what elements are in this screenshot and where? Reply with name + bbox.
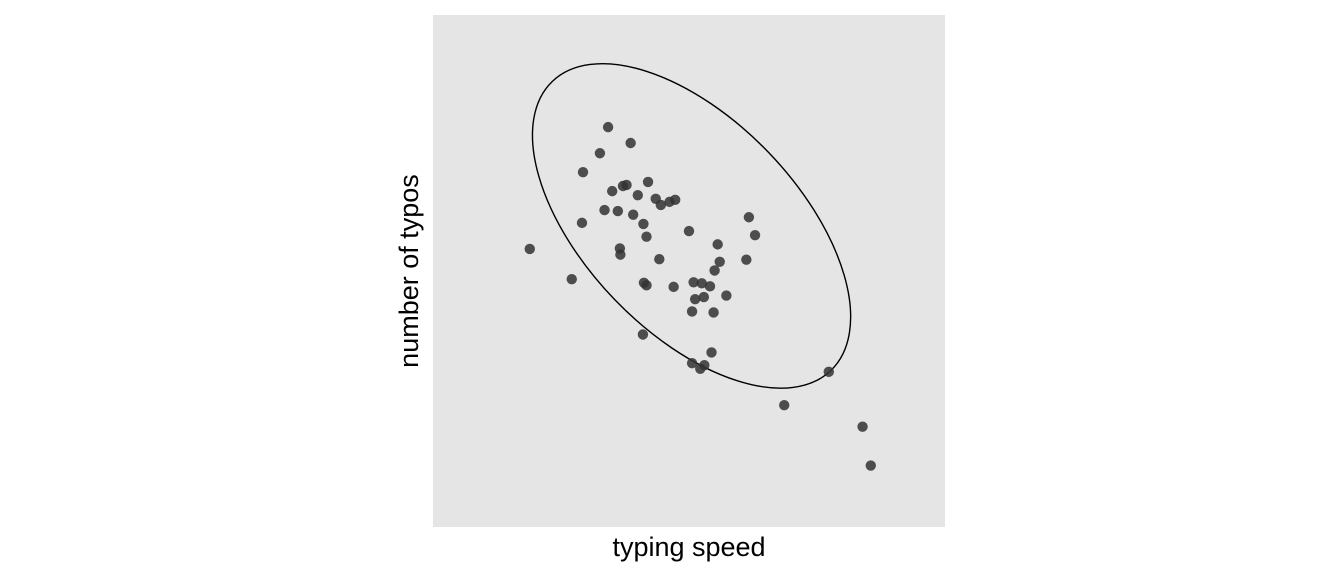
data-point (709, 265, 720, 276)
data-point (696, 278, 707, 289)
data-point (621, 179, 632, 191)
data-point (721, 290, 732, 301)
data-point (749, 229, 761, 241)
data-point (638, 218, 649, 230)
data-point (607, 185, 618, 197)
y-axis-title: number of typos (394, 174, 424, 368)
data-point (857, 421, 868, 432)
data-point (823, 366, 834, 378)
data-point (637, 329, 649, 340)
plot-panel (433, 15, 945, 527)
data-point (712, 239, 723, 250)
data-point (654, 254, 665, 265)
data-point (865, 460, 876, 471)
data-point (612, 205, 624, 217)
data-point (576, 217, 588, 229)
data-point (577, 166, 589, 178)
data-point (714, 256, 725, 267)
data-point (524, 243, 535, 255)
data-point (704, 281, 716, 292)
data-point (686, 357, 698, 369)
data-point (594, 148, 606, 159)
data-point (627, 209, 639, 220)
data-point (686, 306, 698, 317)
data-point (689, 293, 701, 305)
data-point (683, 225, 695, 237)
data-point (668, 281, 679, 293)
data-point (632, 190, 643, 201)
data-point (655, 199, 667, 211)
data-point (641, 280, 652, 291)
x-axis-title: typing speed (612, 532, 765, 562)
data-point (741, 254, 752, 265)
data-point (641, 231, 652, 242)
data-point (698, 291, 710, 303)
data-point (706, 347, 717, 358)
data-point (669, 194, 681, 206)
data-point (695, 363, 706, 374)
data-point (615, 249, 626, 260)
data-point (599, 204, 610, 216)
data-point (708, 307, 719, 318)
data-point (642, 176, 654, 188)
points-layer (524, 121, 876, 471)
data-point (743, 212, 755, 223)
data-point (602, 121, 614, 133)
data-point (779, 399, 790, 411)
data-point (625, 137, 636, 149)
data-point (688, 277, 699, 288)
data-point (566, 273, 577, 285)
